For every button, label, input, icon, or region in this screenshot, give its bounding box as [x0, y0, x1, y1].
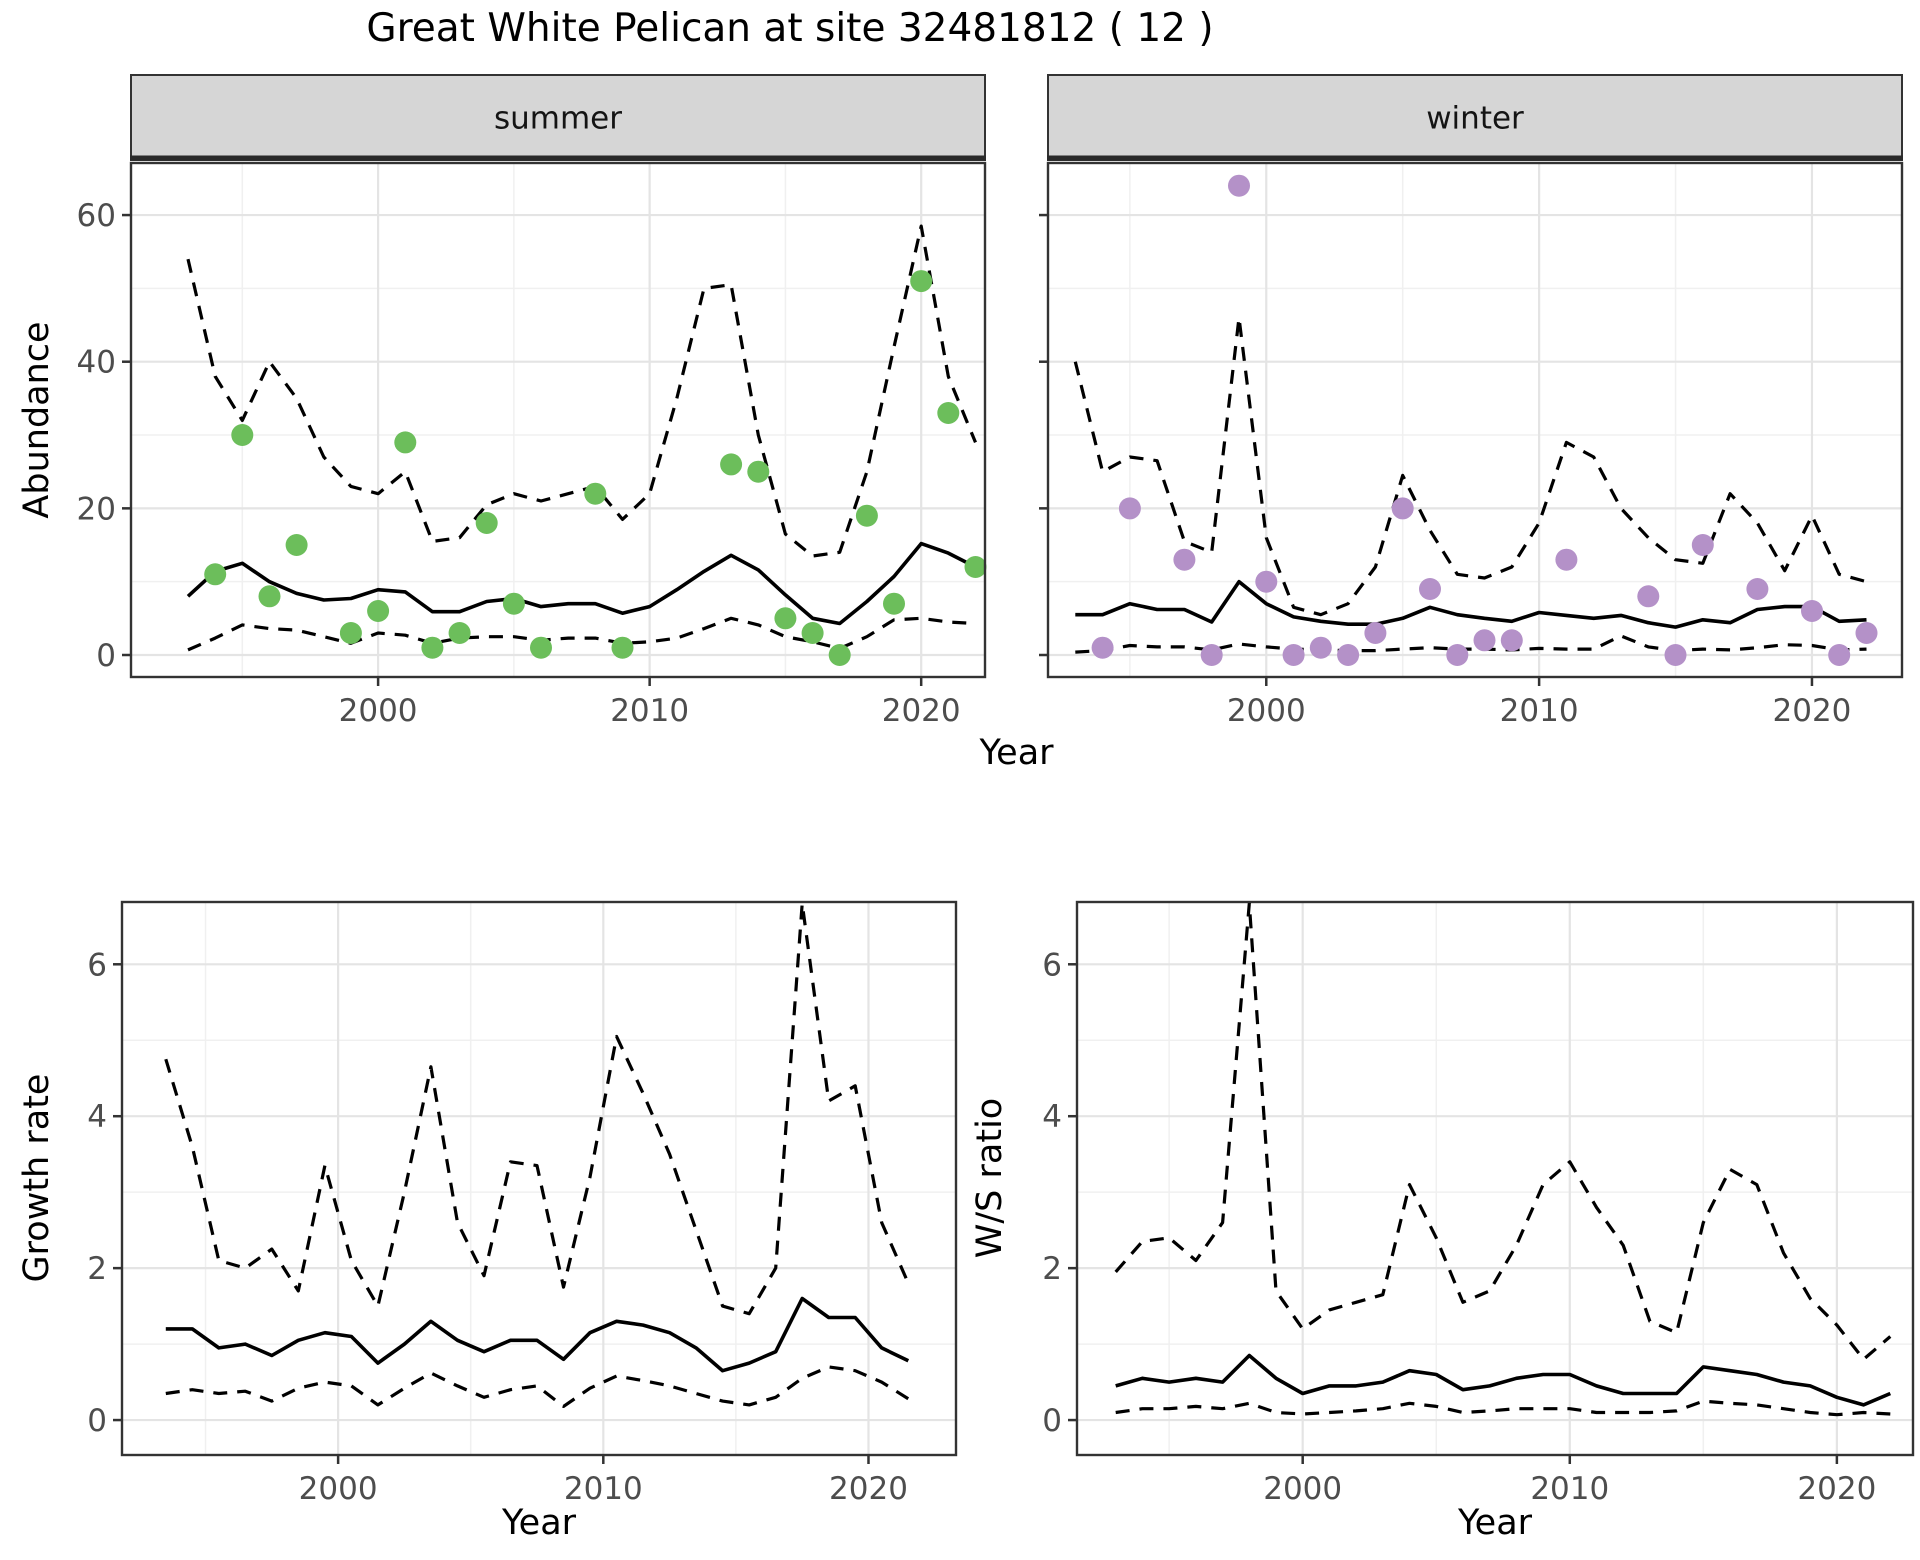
- chart-title: Great White Pelican at site 32481812 ( 1…: [366, 6, 1214, 51]
- svg-text:2000: 2000: [339, 693, 418, 729]
- svg-text:6: 6: [87, 947, 107, 983]
- facet-strip-label: winter: [1426, 101, 1524, 137]
- facet-strip-label: summer: [494, 101, 622, 137]
- svg-text:6: 6: [1042, 947, 1062, 983]
- svg-text:20: 20: [77, 491, 116, 527]
- svg-text:2000: 2000: [299, 1471, 378, 1507]
- svg-text:0: 0: [96, 638, 116, 674]
- svg-text:4: 4: [87, 1099, 107, 1135]
- winter-abundance-panel: 2000 2010 2020 winter: [1039, 74, 1904, 729]
- svg-text:2010: 2010: [1500, 693, 1579, 729]
- x-axis-label-year-bottom-left: Year: [501, 1503, 577, 1543]
- svg-text:2010: 2010: [1530, 1471, 1609, 1507]
- svg-text:2010: 2010: [610, 693, 689, 729]
- svg-text:0: 0: [87, 1403, 107, 1439]
- summer-abundance-panel: 2000 2010 2020 0 20 40 60 summer: [77, 74, 987, 729]
- svg-text:2: 2: [1042, 1251, 1062, 1287]
- svg-text:2000: 2000: [1263, 1471, 1342, 1507]
- svg-text:2020: 2020: [1797, 1471, 1876, 1507]
- svg-text:60: 60: [77, 198, 116, 234]
- svg-text:2010: 2010: [564, 1471, 643, 1507]
- svg-text:0: 0: [1042, 1403, 1062, 1439]
- svg-text:2: 2: [87, 1251, 107, 1287]
- svg-text:2020: 2020: [882, 693, 961, 729]
- growth-rate-panel: 2000 2010 2020 0 2 4 6: [87, 900, 958, 1507]
- x-axis-label-year-top: Year: [979, 733, 1054, 773]
- svg-text:2020: 2020: [1773, 693, 1852, 729]
- ws-ratio-panel: 2000 2010 2020 0 2 4 6: [1042, 900, 1915, 1507]
- svg-text:2020: 2020: [829, 1471, 908, 1507]
- svg-text:40: 40: [77, 345, 116, 381]
- svg-text:4: 4: [1042, 1099, 1062, 1135]
- svg-text:2000: 2000: [1227, 693, 1306, 729]
- x-axis-label-year-bottom-right: Year: [1457, 1503, 1533, 1543]
